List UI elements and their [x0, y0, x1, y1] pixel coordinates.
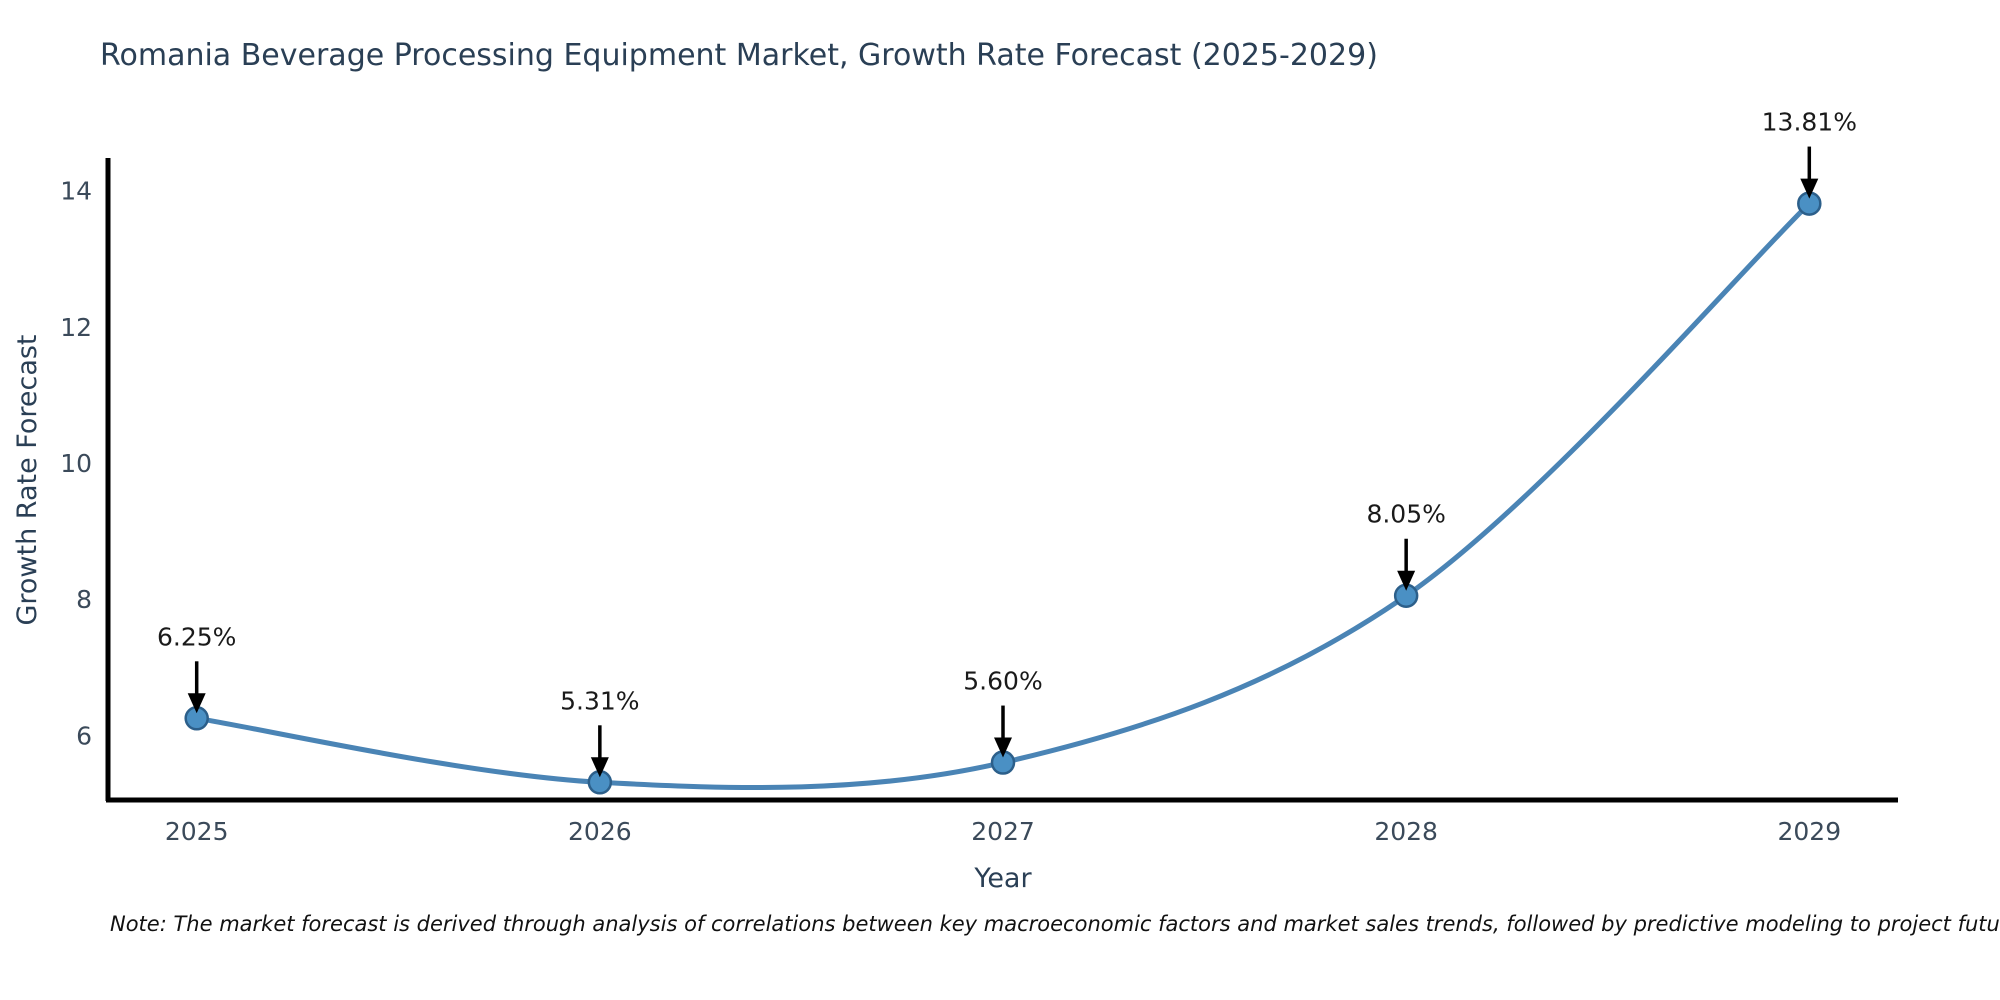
data-point-label: 5.31%: [560, 686, 639, 715]
y-tick-label: 12: [60, 313, 92, 342]
y-tick-label: 6: [76, 721, 92, 750]
y-axis-title: Growth Rate Forecast: [12, 334, 43, 625]
x-tick-label: 2026: [568, 817, 632, 846]
data-point-label: 5.60%: [963, 667, 1042, 696]
y-axis-tick-labels: 6 8 10 12 14: [60, 177, 92, 751]
data-point-label: 13.81%: [1762, 108, 1857, 137]
data-point-label: 8.05%: [1366, 500, 1445, 529]
chart-title: Romania Beverage Processing Equipment Ma…: [100, 38, 1378, 73]
data-point-markers[interactable]: [184, 191, 1822, 795]
x-axis-tick-labels: 2025 2026 2027 2028 2029: [165, 817, 1841, 846]
x-tick-label: 2025: [165, 817, 229, 846]
data-point-label: 6.25%: [157, 622, 236, 651]
annotation-arrow-head: [1397, 570, 1416, 591]
data-point-labels: 6.25% 5.31% 5.60% 8.05% 13.81%: [157, 108, 1857, 716]
x-tick-label: 2029: [1777, 817, 1841, 846]
y-tick-label: 10: [60, 449, 92, 478]
y-tick-label: 8: [76, 585, 92, 614]
chart-footnote: Note: The market forecast is derived thr…: [110, 912, 2000, 936]
annotation-arrow-head: [187, 693, 206, 714]
annotation-arrows: [187, 146, 1819, 778]
annotation-arrow-head: [1800, 178, 1819, 199]
x-axis-title: Year: [973, 863, 1032, 894]
annotation-arrow-head: [994, 737, 1012, 758]
x-tick-label: 2028: [1374, 817, 1438, 846]
annotation-arrow-head: [590, 757, 609, 778]
y-tick-label: 14: [60, 177, 92, 206]
x-tick-label: 2027: [971, 817, 1035, 846]
data-series-line: [194, 201, 1812, 790]
